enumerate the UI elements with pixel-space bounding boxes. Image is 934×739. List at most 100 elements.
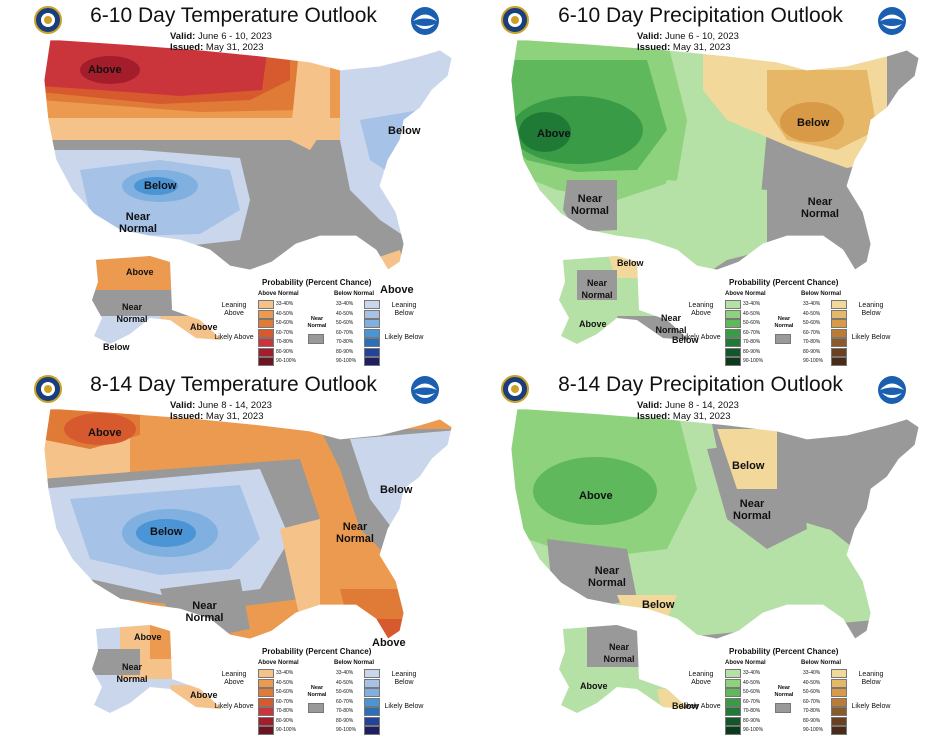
legend-right-header: Below Normal xyxy=(334,660,375,666)
legend-swatch xyxy=(831,309,847,319)
legend-range-label: 40-50% xyxy=(336,310,354,317)
legend-range-label: 50-60% xyxy=(743,689,761,695)
legend-swatch xyxy=(831,357,847,366)
panel-title: 6-10 Day Precipitation Outlook xyxy=(558,4,843,27)
legend-range-label: 60-70% xyxy=(276,329,294,336)
map-label: Below xyxy=(732,460,765,472)
legend-leaning-right: Leaning Below xyxy=(391,671,417,686)
legend-range-label: 80-90% xyxy=(743,348,761,355)
legend-near-normal: Near Normal xyxy=(307,685,327,698)
legend-swatch xyxy=(258,726,274,735)
legend-swatch xyxy=(364,726,380,735)
legend-swatch xyxy=(364,328,380,338)
map-label: Above xyxy=(372,637,406,649)
panel-8-14-temperature: 8-14 Day Temperature Outlook Valid: June… xyxy=(0,369,467,738)
legend-swatch xyxy=(258,328,274,338)
noaa-logo-icon xyxy=(411,376,439,404)
legend-range-label: 70-80% xyxy=(276,339,294,345)
legend-title: Probability (Percent Chance) xyxy=(262,647,372,656)
legend-swatch xyxy=(258,357,274,366)
valid-issued: Valid: June 6 - 10, 2023 Issued: May 31,… xyxy=(637,31,739,53)
legend-range-label: 40-50% xyxy=(743,679,761,686)
map-label: Below xyxy=(144,180,177,192)
map-label: Below xyxy=(672,335,699,345)
map-label: Above xyxy=(126,267,154,277)
legend-swatch xyxy=(364,338,380,347)
legend-swatch xyxy=(725,669,741,678)
map-label: Near Normal xyxy=(801,196,839,220)
legend-range-label: 90-100% xyxy=(336,358,357,364)
legend-swatch xyxy=(364,357,380,366)
legend-swatch xyxy=(725,688,741,697)
legend-range-label: 33-40% xyxy=(803,301,821,307)
legend-swatch xyxy=(364,678,380,688)
legend-range-label: 50-60% xyxy=(803,320,821,326)
legend-range-label: 50-60% xyxy=(276,689,294,695)
valid-issued: Valid: June 6 - 10, 2023 Issued: May 31,… xyxy=(170,31,272,53)
legend-right-header: Below Normal xyxy=(801,291,842,297)
legend-swatch xyxy=(831,716,847,726)
legend-swatch xyxy=(258,347,274,357)
legend-leaning-right: Leaning Below xyxy=(391,302,417,317)
legend-swatch xyxy=(364,347,380,357)
doc-seal-icon xyxy=(501,375,529,403)
legend-swatch xyxy=(725,328,741,338)
legend-leaning-left: Leaning Above xyxy=(221,302,247,317)
legend-swatch xyxy=(725,338,741,347)
legend-swatch xyxy=(258,678,274,688)
legend-range-label: 40-50% xyxy=(336,679,354,686)
legend-range-label: 50-60% xyxy=(276,320,294,326)
legend-swatch xyxy=(725,697,741,707)
legend-swatch xyxy=(258,309,274,319)
legend-range-label: 90-100% xyxy=(276,727,297,733)
legend-likely-right: Likely Below xyxy=(851,703,891,710)
map-label: Above xyxy=(88,427,122,439)
legend-swatch xyxy=(258,688,274,697)
legend-right-header: Below Normal xyxy=(801,660,842,666)
legend: Probability (Percent Chance) Above Normal… xyxy=(212,272,462,368)
map-label: Below xyxy=(388,125,421,137)
legend-near-normal: Near Normal xyxy=(774,685,794,698)
panel-8-14-precipitation: 8-14 Day Precipitation Outlook Valid: Ju… xyxy=(467,369,934,738)
noaa-logo-icon xyxy=(878,376,906,404)
legend-swatch xyxy=(725,319,741,328)
panel-6-10-precipitation: 6-10 Day Precipitation Outlook Valid: Ju… xyxy=(467,0,934,369)
valid-issued: Valid: June 8 - 14, 2023 Issued: May 31,… xyxy=(170,400,272,422)
map-label: Above xyxy=(190,690,218,700)
legend-near-swatch xyxy=(308,703,324,713)
map-label: Near Normal xyxy=(733,498,771,522)
legend-swatch xyxy=(831,678,847,688)
legend-likely-right: Likely Below xyxy=(384,334,424,341)
map-label: Near Normal xyxy=(336,521,374,545)
legend-right-header: Below Normal xyxy=(334,291,375,297)
legend-range-label: 80-90% xyxy=(803,717,821,724)
legend-leaning-left: Leaning Above xyxy=(688,302,714,317)
legend-range-label: 60-70% xyxy=(743,329,761,336)
legend-range-label: 90-100% xyxy=(803,358,824,364)
legend-swatch xyxy=(831,319,847,328)
map-label: Near Normal xyxy=(185,600,224,624)
legend-range-label: 40-50% xyxy=(276,310,294,317)
legend-swatch xyxy=(258,697,274,707)
legend-near-normal: Near Normal xyxy=(774,316,794,329)
legend-swatch xyxy=(258,319,274,328)
legend-title: Probability (Percent Chance) xyxy=(262,278,372,287)
map-6-10-temperature xyxy=(43,39,453,344)
legend-leaning-left: Leaning Above xyxy=(688,671,714,686)
legend-swatch xyxy=(831,338,847,347)
legend-swatch xyxy=(364,716,380,726)
legend-range-label: 60-70% xyxy=(276,698,294,705)
legend: Probability (Percent Chance) Above Normal… xyxy=(679,641,929,737)
legend-left-header: Above Normal xyxy=(258,291,299,297)
legend-range-label: 70-80% xyxy=(743,708,761,714)
legend-swatch xyxy=(364,319,380,328)
map-label: Below xyxy=(380,484,413,496)
legend-likely-left: Likely Above xyxy=(681,703,721,710)
legend-swatch xyxy=(725,716,741,726)
legend-range-label: 33-40% xyxy=(276,670,294,676)
map-label: Below xyxy=(150,526,183,538)
map-8-14-precipitation xyxy=(510,408,920,713)
panel-title: 8-14 Day Temperature Outlook xyxy=(90,373,377,396)
legend-left-header: Above Normal xyxy=(725,660,766,666)
map-label: Below xyxy=(617,258,644,268)
